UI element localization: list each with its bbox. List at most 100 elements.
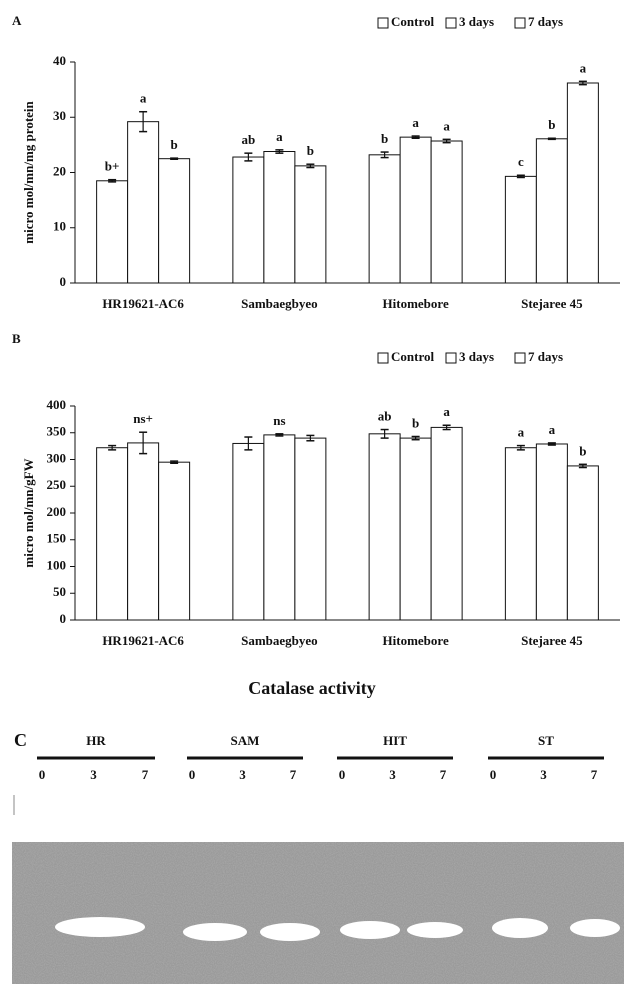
y-tick-label: 0 — [60, 611, 67, 626]
significance-letter: a — [412, 115, 419, 130]
x-tick-label: Hitomebore — [383, 296, 449, 311]
legend-swatch — [446, 18, 456, 28]
x-tick-label: Stejaree 45 — [521, 633, 583, 648]
legend-swatch — [515, 18, 525, 28]
significance-letter: b — [579, 443, 586, 458]
lane-time: 7 — [591, 767, 598, 782]
bar — [264, 435, 295, 620]
bar — [505, 448, 536, 620]
panel-label: A — [12, 13, 22, 28]
bar — [97, 181, 128, 283]
lane-label: SAM — [231, 733, 260, 748]
lane-time: 7 — [290, 767, 297, 782]
y-axis-label: micro mol/mn/gFW — [21, 458, 36, 567]
significance-letter: ab — [378, 409, 392, 424]
legend-swatch — [446, 353, 456, 363]
significance-letter: a — [140, 91, 147, 106]
bar — [431, 427, 462, 620]
bar — [567, 83, 598, 283]
bar — [264, 152, 295, 283]
y-tick-label: 350 — [47, 424, 67, 439]
y-tick-label: 50 — [53, 584, 66, 599]
bar — [431, 141, 462, 283]
panel-label: C — [14, 730, 27, 750]
gel-title: Catalase activity — [248, 678, 375, 698]
legend-label: 7 days — [528, 349, 563, 364]
gel-image — [12, 795, 624, 984]
significance-letter: a — [518, 425, 525, 440]
bar — [295, 166, 326, 283]
significance-letter: ns — [273, 413, 285, 428]
y-tick-label: 40 — [53, 53, 66, 68]
bar — [295, 438, 326, 620]
lane-label: HIT — [383, 733, 407, 748]
significance-letter: b — [548, 117, 555, 132]
x-tick-label: Sambaegbyeo — [241, 296, 318, 311]
lane-time: 0 — [339, 767, 346, 782]
significance-letter: b+ — [105, 159, 120, 174]
legend-swatch — [378, 353, 388, 363]
lane-time: 3 — [540, 767, 547, 782]
significance-letter: b — [381, 131, 388, 146]
y-tick-label: 20 — [53, 163, 66, 178]
lane-time: 7 — [440, 767, 447, 782]
bar — [128, 122, 159, 283]
bar — [369, 155, 400, 283]
bar — [128, 443, 159, 620]
significance-letter: ab — [242, 132, 256, 147]
y-tick-label: 100 — [47, 557, 67, 572]
significance-letter: b — [412, 415, 419, 430]
y-tick-label: 30 — [53, 108, 66, 123]
significance-letter: a — [276, 129, 283, 144]
legend-label: Control — [391, 14, 434, 29]
bar — [536, 139, 567, 283]
panel-label: B — [12, 331, 21, 346]
legend-swatch — [515, 353, 525, 363]
significance-letter: a — [549, 422, 556, 437]
significance-letter: a — [443, 404, 450, 419]
bar — [233, 157, 264, 283]
y-tick-label: 300 — [47, 450, 67, 465]
x-tick-label: Sambaegbyeo — [241, 633, 318, 648]
figure: Catalase activity C A Control 3 days 7 days… — [0, 0, 624, 984]
legend-label: 7 days — [528, 14, 563, 29]
lane-label: HR — [86, 733, 106, 748]
lane-time: 0 — [39, 767, 46, 782]
bar — [97, 448, 128, 620]
lane-time: 3 — [239, 767, 246, 782]
significance-letter: ns+ — [133, 411, 153, 426]
significance-letter: a — [580, 60, 587, 75]
bar — [369, 434, 400, 620]
significance-letter: b — [171, 137, 178, 152]
bar — [159, 462, 190, 620]
bar — [505, 176, 536, 283]
y-tick-label: 10 — [53, 219, 66, 234]
lane-time: 3 — [90, 767, 97, 782]
legend-label: 3 days — [459, 349, 494, 364]
lane-time: 0 — [490, 767, 497, 782]
bar — [567, 466, 598, 620]
y-tick-label: 250 — [47, 477, 67, 492]
x-tick-label: Hitomebore — [383, 633, 449, 648]
y-axis-label: micro mol/mn/mg protein — [21, 100, 36, 243]
y-tick-label: 150 — [47, 531, 67, 546]
bar — [400, 438, 431, 620]
y-tick-label: 0 — [60, 274, 67, 289]
lane-time: 7 — [142, 767, 149, 782]
lane-label: ST — [538, 733, 554, 748]
bar — [233, 443, 264, 620]
x-tick-label: Stejaree 45 — [521, 296, 583, 311]
significance-letter: b — [307, 143, 314, 158]
legend-label: 3 days — [459, 14, 494, 29]
significance-letter: a — [443, 118, 450, 133]
bar — [400, 137, 431, 283]
lane-time: 3 — [389, 767, 396, 782]
legend-label: Control — [391, 349, 434, 364]
lane-time: 0 — [189, 767, 196, 782]
y-tick-label: 200 — [47, 504, 67, 519]
x-tick-label: HR19621-AC6 — [102, 633, 184, 648]
x-tick-label: HR19621-AC6 — [102, 296, 184, 311]
y-tick-label: 400 — [47, 397, 67, 412]
bar — [159, 159, 190, 283]
significance-letter: c — [518, 154, 524, 169]
